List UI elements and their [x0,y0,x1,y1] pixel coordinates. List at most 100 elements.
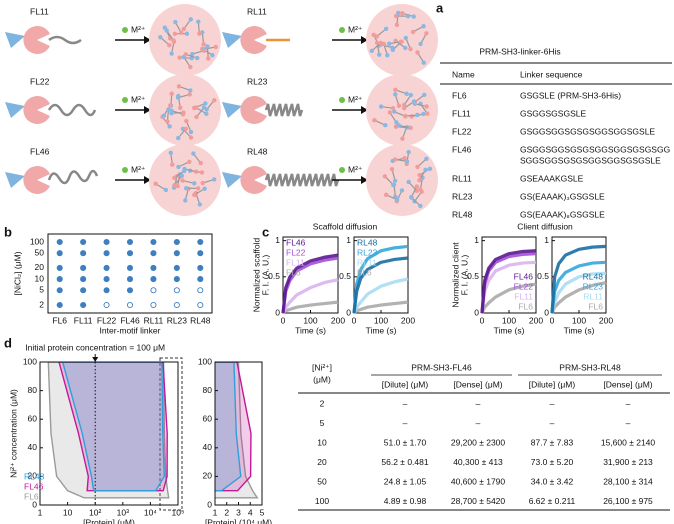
legend-entry: RL48 [357,237,378,247]
molecule [374,40,380,46]
ion-dot [339,97,345,103]
y-tick-label: 10 [35,273,45,283]
molecule [392,178,398,183]
table-cell: – [626,418,631,428]
molecule [403,45,408,51]
molecule [176,135,181,141]
molecule [203,101,208,106]
arrow-head [144,36,151,44]
molecule [191,151,196,156]
molecule [405,14,411,19]
row-name: FL46 [452,144,472,154]
legend-entry: FL22 [514,281,534,291]
row-name: RL11 [452,173,472,183]
column-header: [Dense] (μM) [603,379,652,389]
phase-region [215,362,252,492]
molecule [414,184,419,189]
table-cell: 34.0 ± 3.42 [531,476,574,486]
legend-entry: RL11 [583,291,603,301]
column-header: [Ni²⁺] [312,362,332,372]
molecule [183,186,189,191]
plot-area [215,362,259,499]
zoom-box [159,357,183,511]
y-tick-label: 0 [207,499,212,509]
molecule [417,177,422,183]
molecule [412,199,417,204]
molecule [167,124,172,129]
phase-dot [56,264,63,271]
molecule [163,187,169,193]
y-tick-label: 1 [544,235,549,245]
molecule [173,19,178,25]
domain-icon [5,32,25,48]
molecule [386,41,392,46]
phase-region [58,362,168,492]
molecule [400,11,405,16]
row-name: RL23 [452,191,473,201]
construct-label: RL11 [247,6,267,16]
y-tick-label: 60 [203,413,213,423]
construct-label: FL22 [30,76,50,86]
molecule [418,41,423,47]
phase-dot [197,250,204,257]
x-tick-label: 10 [63,507,73,517]
molecule [201,42,206,47]
phase-dot [56,238,63,246]
molecule [410,29,416,35]
column-header: Name [452,69,475,79]
table-cell: – [476,418,481,428]
linker-icon [264,103,304,117]
molecule [183,52,189,57]
x-tick-label: 100 [374,315,388,325]
y-tick-label: 60 [28,413,38,423]
phase-dot [197,264,204,271]
molecule [176,84,182,89]
y-axis-title: F. I. (A. U.) [459,255,469,296]
molecule [393,92,398,97]
molecule [408,46,413,52]
table-cell: – [403,398,408,408]
legend-entry: FL6 [588,301,603,311]
molecule [423,167,428,172]
molecule [169,51,174,56]
molecule [187,92,192,97]
table-cell: 87.7 ± 7.83 [531,437,574,447]
phase-dot [150,264,157,271]
table-cell: – [550,398,555,408]
x-tick-label: FL22 [97,315,117,325]
series-line [550,244,607,314]
phase-dot [103,276,110,283]
molecule [389,166,395,172]
y-tick-label: 50 [35,247,45,257]
y-tick-label: 40 [203,442,213,452]
phase-dot [173,301,180,309]
phase-dot [150,250,157,257]
y-tick-label: 20 [28,471,38,481]
ion-label: M²⁺ [131,164,146,174]
phase-dot [197,238,204,246]
ion-label: M²⁺ [348,24,363,34]
domain-icon [240,96,267,124]
x-tick-label: 200 [599,315,613,325]
molecule [424,156,429,162]
molecule [381,41,387,47]
legend-entry: FL11 [514,291,533,301]
panel-label: a [436,0,444,15]
phase-dot [56,301,63,309]
y-tick-label: 100 [198,356,212,366]
molecule [193,105,199,110]
plot-frame [39,361,179,506]
y-tick-label: 40 [28,442,38,452]
droplet [366,144,438,216]
panel-label: b [4,224,12,239]
x-tick-label: 10⁵ [172,507,185,517]
phase-dot [126,264,134,271]
droplet [366,74,438,146]
x-tick-label: 0 [480,315,485,325]
molecule [195,55,200,61]
molecule [188,135,194,140]
phase-dot [80,238,87,246]
molecule [374,34,380,39]
table-cell: – [403,418,408,428]
phase-dot [126,250,134,257]
